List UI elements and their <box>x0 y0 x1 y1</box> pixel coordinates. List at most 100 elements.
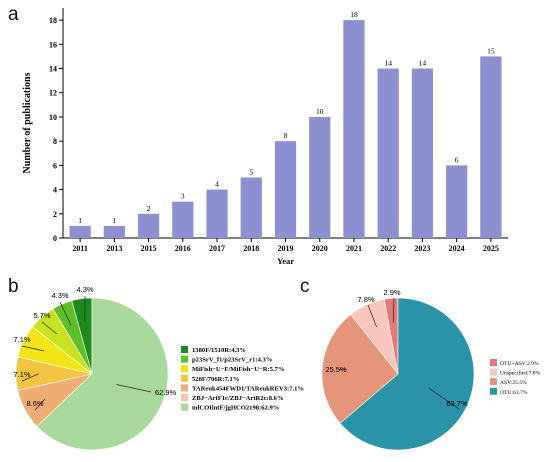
bar <box>69 225 91 238</box>
y-tick-label: 18 <box>49 16 57 25</box>
legend-label: Unspecified:7.8% <box>500 370 541 377</box>
legend-swatch <box>181 346 188 353</box>
pie-percent-label: 25.5% <box>325 365 347 374</box>
bar-data-label: 8 <box>284 131 288 140</box>
x-tick-label: 2013 <box>106 244 122 253</box>
y-tick-label: 14 <box>49 65 57 74</box>
bar-data-label: 14 <box>384 59 392 68</box>
bar <box>103 225 125 238</box>
legend-label: ASV:25.5% <box>500 380 527 386</box>
legend-swatch <box>490 378 497 386</box>
y-tick-label: 2 <box>53 210 57 219</box>
pie-leader-line <box>34 398 46 411</box>
y-tick-label: 4 <box>53 186 57 195</box>
pie-percent-label: 2.9% <box>383 288 400 297</box>
pie-leader-line <box>428 388 460 410</box>
bar-data-label: 14 <box>419 59 427 68</box>
x-tick-label: 2015 <box>141 244 157 253</box>
y-tick-label: 12 <box>49 89 57 98</box>
bar-data-label: 6 <box>455 155 459 164</box>
bar-data-label: 4 <box>215 180 219 189</box>
legend-label: 528F/706R:7.1% <box>192 376 239 383</box>
bar-data-label: 3 <box>181 192 185 201</box>
x-tick-label: 2018 <box>243 244 259 253</box>
pie-percent-label: 5.7% <box>33 311 50 320</box>
x-tick-label: 2011 <box>72 244 88 253</box>
bar <box>480 56 502 238</box>
legend-swatch <box>181 374 188 382</box>
legend-label: TAReuk454FWD1/TAReukREV3:7.1% <box>192 385 304 392</box>
panel-a-letter: a <box>8 4 19 25</box>
bar <box>411 68 434 239</box>
legend-swatch <box>181 403 188 411</box>
pie-leader-line <box>392 297 395 323</box>
bar <box>446 165 468 238</box>
legend-label: OTU+ASV:2.9% <box>500 361 539 367</box>
legend-swatch <box>181 394 188 401</box>
pie-percent-label: 8.6% <box>26 399 43 408</box>
legend-label: p23SrV_f1/p23SrV_r1:4.3% <box>192 357 272 364</box>
x-tick-label: 2022 <box>380 244 396 253</box>
pie-leader-line <box>116 384 152 393</box>
pie-percent-label: 4.3% <box>76 285 93 294</box>
pie-leader-line <box>21 345 45 352</box>
legend-label: MiFish−U−F/MiFish−U−R:5.7% <box>192 366 285 373</box>
x-tick-label: 2020 <box>312 244 328 253</box>
bar <box>274 141 297 238</box>
bar <box>206 189 228 238</box>
pie-slice <box>36 297 169 451</box>
x-axis-title: Year <box>277 256 294 266</box>
pie-slice <box>339 297 475 451</box>
panel-c-letter: c <box>300 276 310 297</box>
legend-swatch <box>181 384 188 392</box>
y-tick-label: 6 <box>53 161 57 170</box>
x-tick-label: 2019 <box>278 244 294 253</box>
legend-label: 1380F/1510R:4.3% <box>192 347 246 354</box>
pie-percent-label: 4.3% <box>51 291 68 300</box>
bar-chart-publications: 0 2 4 6 8 10 12 14 16 18 1 2011 1 2013 2 2015 3 2016 4 2017… <box>22 8 508 266</box>
bar-data-label: 5 <box>249 167 253 176</box>
x-tick-label: 2025 <box>483 244 499 253</box>
y-tick-label: 10 <box>49 113 57 122</box>
bar-data-label: 1 <box>112 216 116 225</box>
y-tick-label: 8 <box>53 137 57 146</box>
pie-percent-label: 7.1% <box>13 335 30 344</box>
legend-swatch <box>490 387 497 395</box>
panel-b-letter: b <box>8 276 19 297</box>
legend-swatch <box>490 359 497 366</box>
pie-leader-line <box>41 321 58 335</box>
bar-data-label: 15 <box>487 46 495 55</box>
x-tick-label: 2024 <box>449 244 465 253</box>
pie-leader-line <box>367 304 377 328</box>
bar <box>240 177 262 238</box>
legend-label: OTU:63.7% <box>500 390 528 396</box>
legend-label: ZBJ−ArtF1c/ZBJ−ArtR2c:8.6% <box>192 395 284 402</box>
legend-swatch <box>181 355 188 363</box>
legend-label: mlCOIintF/jgHCO2198:62.9% <box>192 405 279 412</box>
bar <box>137 213 160 238</box>
pie-leader-line <box>21 373 39 382</box>
bar <box>172 201 194 238</box>
legend-swatch <box>181 365 188 373</box>
x-tick-label: 2023 <box>414 244 430 253</box>
x-tick-label: 2017 <box>209 244 225 253</box>
pie-leader-line <box>59 301 72 326</box>
x-tick-label: 2021 <box>346 244 362 253</box>
y-axis-title: Number of publications <box>22 72 33 173</box>
bar <box>343 20 365 239</box>
pie-percent-label: 7.8% <box>357 295 374 304</box>
y-tick-label: 16 <box>49 40 57 49</box>
pie-chart-primers: 4.3% 4.3% 5.7% 7.1% 7.1% 8.6% 62.9% 1380F/1510R… <box>13 285 304 451</box>
bar <box>377 68 399 239</box>
pie-slice <box>321 314 399 424</box>
legend-swatch <box>490 368 497 376</box>
bar-data-label: 18 <box>350 10 358 19</box>
pie-percent-label: 7.1% <box>13 370 30 379</box>
bar-data-label: 2 <box>147 204 151 213</box>
pie-percent-label: 63.7% <box>446 399 468 408</box>
pie-percent-label: 62.9% <box>155 388 177 397</box>
y-tick-label: 0 <box>53 234 57 243</box>
pie-chart-units: 2.9% 7.8% 25.5% 63.7% OTU+ASV:2.9% Unspecifie… <box>321 288 541 451</box>
bar <box>309 116 331 238</box>
